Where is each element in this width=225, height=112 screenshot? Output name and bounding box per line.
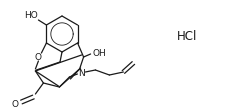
Text: O: O (12, 100, 19, 109)
Text: HCl: HCl (177, 29, 197, 42)
Text: HO: HO (25, 11, 38, 20)
Text: N: N (78, 69, 85, 78)
Text: OH: OH (93, 49, 106, 58)
Text: O: O (35, 53, 42, 62)
